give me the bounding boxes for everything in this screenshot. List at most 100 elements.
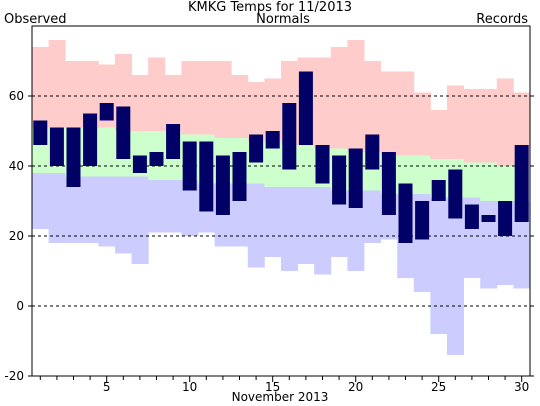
observed-bar — [83, 113, 98, 166]
record-high-bar — [81, 61, 99, 128]
observed-bar — [149, 152, 164, 166]
observed-layer — [33, 71, 529, 243]
record-high-bar — [380, 71, 398, 156]
record-low-bar — [164, 180, 182, 233]
legend-records: Records — [476, 12, 528, 27]
normal-range-bar — [463, 162, 481, 198]
record-high-bar — [430, 110, 448, 159]
axis-layer: 5 10 15 20 25 30 60 40 20 0 -20 — [4, 89, 534, 394]
record-high-bar — [231, 75, 249, 138]
observed-bar — [232, 152, 247, 201]
observed-bar — [464, 204, 479, 229]
record-low-bar — [181, 180, 199, 236]
observed-bar — [249, 134, 264, 163]
x-tick-label: 20 — [348, 380, 363, 394]
observed-bar — [132, 155, 147, 173]
record-low-bar — [131, 176, 149, 264]
observed-bar — [265, 131, 280, 149]
record-high-bar — [198, 61, 215, 135]
normal-range-bar — [480, 162, 498, 201]
x-tick-label: 10 — [182, 380, 197, 394]
observed-bar — [49, 127, 64, 166]
observed-bar — [298, 71, 313, 145]
observed-bar — [365, 134, 380, 170]
x-tick-label: 25 — [431, 380, 446, 394]
observed-bar — [166, 124, 181, 159]
record-high-bar — [314, 57, 332, 149]
x-tick-label: 5 — [103, 380, 111, 394]
grid-layer — [32, 95, 530, 307]
record-low-bar — [330, 190, 348, 257]
y-tick-label: 40 — [9, 159, 24, 173]
x-axis-label: November 2013 — [232, 390, 329, 404]
record-low-bar — [48, 173, 66, 243]
record-low-bar — [480, 201, 498, 289]
record-low-bar — [513, 201, 531, 289]
record-low-bar — [281, 187, 298, 271]
record-high-bar — [347, 40, 365, 152]
record-high-bar — [148, 57, 166, 131]
record-low-bar — [65, 176, 83, 243]
normal-range-bar — [98, 127, 116, 177]
record-low-bar — [264, 187, 282, 257]
record-high-bar — [32, 47, 49, 128]
observed-bar — [398, 183, 413, 243]
record-low-bar — [447, 197, 464, 355]
record-low-bar — [98, 176, 116, 247]
observed-bar — [182, 141, 197, 191]
legend-normals: Normals — [256, 12, 310, 27]
observed-bar — [448, 169, 463, 219]
record-high-bar — [463, 89, 481, 163]
normal-range-bar — [297, 145, 315, 187]
plot-frame — [31, 25, 531, 377]
observed-bar — [415, 201, 430, 240]
record-low-bar — [115, 176, 132, 254]
record-high-bar — [330, 47, 348, 149]
record-low-bar — [148, 180, 166, 233]
record-low-bar — [32, 173, 49, 229]
record-high-bar — [496, 78, 514, 166]
record-high-bar — [397, 71, 415, 156]
observed-bar — [332, 155, 347, 205]
observed-bar — [66, 127, 81, 187]
y-tick-label: 60 — [9, 89, 24, 103]
record-low-bar — [364, 190, 381, 243]
record-high-bar — [264, 78, 282, 142]
record-high-bar — [181, 61, 199, 135]
observed-bar — [282, 103, 297, 170]
record-high-bar — [65, 61, 83, 128]
observed-bar — [215, 155, 230, 215]
observed-bar — [99, 103, 114, 121]
observed-bar — [481, 215, 496, 222]
observed-bar — [498, 201, 513, 236]
observed-bar — [33, 120, 48, 145]
observed-bar — [431, 180, 446, 201]
record-high-bar — [413, 92, 431, 156]
bands-layer — [32, 40, 531, 355]
x-tick-label: 30 — [514, 380, 529, 394]
normal-range-bar — [496, 166, 514, 201]
record-high-bar — [164, 75, 182, 131]
record-high-bar — [480, 89, 498, 163]
y-tick-label: -20 — [4, 369, 24, 383]
record-high-bar — [447, 85, 464, 159]
observed-bar — [116, 106, 131, 159]
record-high-bar — [131, 75, 149, 131]
record-high-bar — [48, 40, 66, 128]
normal-range-bar — [413, 155, 431, 194]
observed-bar — [315, 145, 330, 184]
chart-title: KMKG Temps for 11/2013 — [188, 0, 352, 15]
observed-bar — [514, 145, 529, 222]
observed-bar — [199, 141, 214, 212]
record-low-bar — [347, 190, 365, 271]
observed-bar — [381, 152, 396, 215]
record-low-bar — [81, 176, 99, 243]
normal-range-bar — [264, 141, 282, 187]
y-tick-label: 0 — [16, 299, 24, 313]
observed-bar — [348, 148, 363, 208]
y-tick-label: 20 — [9, 229, 24, 243]
record-low-bar — [247, 183, 265, 268]
record-high-bar — [214, 61, 232, 138]
record-low-bar — [297, 187, 315, 264]
